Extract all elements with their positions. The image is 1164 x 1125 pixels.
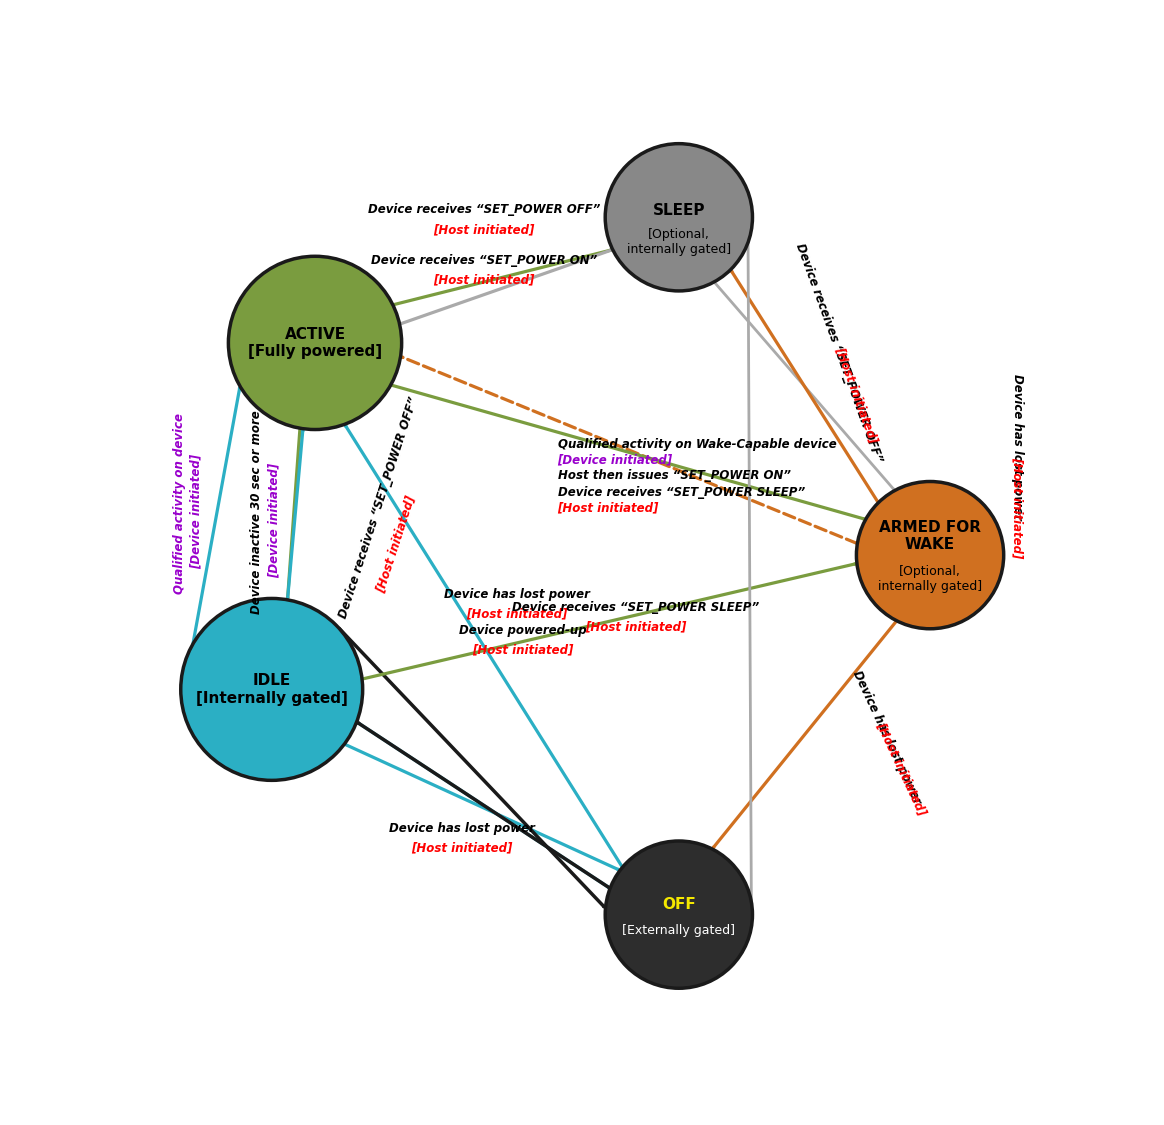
Text: SLEEP: SLEEP [653,202,705,218]
Text: [Device initiated]: [Device initiated] [268,462,281,578]
Circle shape [605,842,752,988]
Circle shape [228,256,402,430]
Text: [Host initiated]: [Host initiated] [473,644,574,657]
Text: Device has lost power: Device has lost power [1010,374,1023,520]
Text: Device receives “SET_POWER SLEEP”: Device receives “SET_POWER SLEEP” [558,486,804,498]
Text: [Device initiated]: [Device initiated] [558,453,673,467]
Text: Device has lost power: Device has lost power [389,822,535,835]
Text: ACTIVE
[Fully powered]: ACTIVE [Fully powered] [248,326,382,359]
Text: IDLE
[Internally gated]: IDLE [Internally gated] [196,673,348,705]
Text: [Device initiated]: [Device initiated] [190,455,203,569]
Text: Device receives “SET_POWER SLEEP”: Device receives “SET_POWER SLEEP” [512,601,759,614]
Text: Host then issues “SET_POWER ON”: Host then issues “SET_POWER ON” [558,468,790,482]
Circle shape [605,144,752,291]
Text: Device receives “SET_POWER OFF”: Device receives “SET_POWER OFF” [793,242,885,465]
Text: [Host initiated]: [Host initiated] [874,720,929,818]
Text: [Host initiated]: [Host initiated] [1010,457,1023,558]
Text: [Host initiated]: [Host initiated] [833,345,880,444]
Text: Qualified activity on Wake-Capable device: Qualified activity on Wake-Capable devic… [558,438,836,451]
Text: ARMED FOR
WAKE: ARMED FOR WAKE [879,520,981,552]
Text: Device inactive 30 sec or more: Device inactive 30 sec or more [250,410,263,614]
Text: Device has lost power: Device has lost power [443,588,590,601]
Text: [Host initiated]: [Host initiated] [374,494,418,594]
Text: [Externally gated]: [Externally gated] [623,924,736,937]
Text: [Host initiated]: [Host initiated] [466,608,568,620]
Circle shape [180,598,363,781]
Text: Qualified activity on device: Qualified activity on device [172,413,185,594]
Circle shape [857,482,1003,629]
Text: Device receives “SET_POWER OFF”: Device receives “SET_POWER OFF” [336,395,420,620]
Text: [Optional,
internally gated]: [Optional, internally gated] [878,566,982,593]
Text: Device powered-up: Device powered-up [459,624,587,638]
Text: [Host initiated]: [Host initiated] [584,620,687,633]
Text: OFF: OFF [662,897,696,911]
Text: Device has lost power: Device has lost power [850,668,923,806]
Text: [Host initiated]: [Host initiated] [433,273,534,287]
Text: [Host initiated]: [Host initiated] [412,842,513,854]
Text: Device receives “SET_POWER OFF”: Device receives “SET_POWER OFF” [368,204,601,216]
Text: [Host initiated]: [Host initiated] [558,502,659,514]
Text: [Optional,
internally gated]: [Optional, internally gated] [626,227,731,255]
Text: Device receives “SET_POWER ON”: Device receives “SET_POWER ON” [371,253,597,267]
Text: [Host initiated]: [Host initiated] [433,224,534,236]
